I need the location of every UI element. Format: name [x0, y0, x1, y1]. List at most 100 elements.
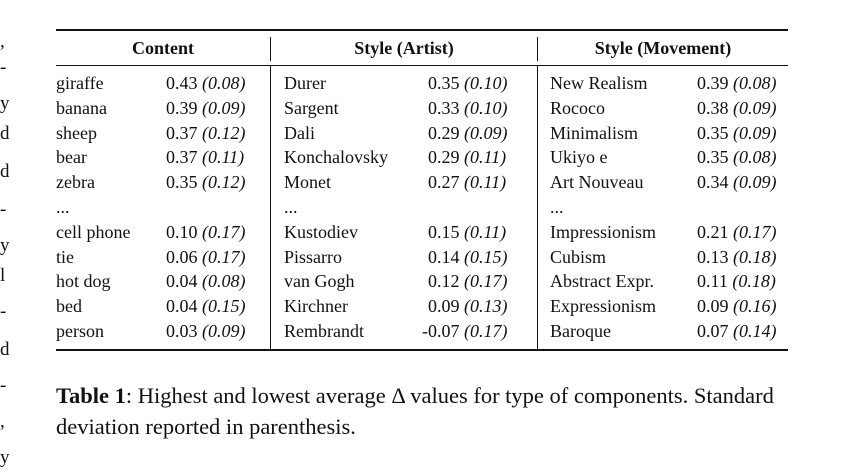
cell-name: Konchalovsky [284, 147, 388, 168]
cell-value: 0.35 (0.08) [697, 146, 777, 168]
cell-value: 0.38 (0.09) [697, 97, 777, 119]
value-number: 0.09 [697, 296, 729, 317]
margin-fragment: d [0, 123, 10, 144]
header-style-artist: Style (Artist) [354, 38, 454, 58]
cell-value: 0.10 (0.17) [166, 221, 246, 243]
value-stddev: (0.09) [733, 97, 777, 118]
cell-value: 0.21 (0.17) [697, 221, 777, 243]
cell-value: 0.15 (0.11) [428, 221, 506, 243]
cell-value: 0.33 (0.10) [428, 97, 508, 119]
value-number: 0.13 [697, 246, 729, 267]
cell-value: 0.14 (0.15) [428, 246, 508, 268]
cell-value: 0.29 (0.11) [428, 146, 506, 168]
cell-name: Abstract Expr. [550, 271, 654, 292]
cell-value: 0.39 (0.08) [697, 72, 777, 94]
value-number: 0.27 [428, 172, 460, 193]
column-separator [270, 66, 271, 349]
cell-name: Cubism [550, 246, 607, 267]
value-stddev: (0.16) [733, 296, 777, 317]
value-number: 0.29 [428, 122, 460, 143]
cell-name: Durer [284, 73, 326, 93]
cell-value: 0.09 (0.16) [697, 295, 777, 317]
table-bottom-rule [56, 349, 788, 351]
cell-name: Pissarro [284, 246, 342, 267]
cell-name: Ukiyo e [550, 147, 608, 168]
cell-name: Kirchner [284, 296, 348, 317]
cell-value: 0.43 (0.08) [166, 72, 246, 94]
cell-value: 0.07 (0.14) [697, 320, 777, 342]
value-stddev: (0.09) [202, 321, 246, 341]
cell-value: 0.37 (0.11) [166, 146, 244, 168]
cell-name: van Gogh [284, 271, 355, 292]
caption-label: Table 1 [56, 383, 126, 408]
margin-fragment: y [0, 93, 10, 114]
value-number: 0.43 [166, 73, 198, 93]
value-stddev: (0.08) [202, 271, 246, 292]
value-stddev: (0.08) [202, 73, 246, 93]
value-number: 0.37 [166, 122, 198, 143]
cell-value: 0.35 (0.10) [428, 72, 508, 94]
cell-name: Sargent [284, 97, 339, 118]
cell-value: 0.06 (0.17) [166, 246, 246, 268]
cell-value: 0.34 (0.09) [697, 171, 777, 193]
column-separator [270, 37, 271, 61]
caption-text: : Highest and lowest average Δ values fo… [56, 383, 774, 439]
value-stddev: (0.12) [202, 172, 246, 193]
cell-name: Baroque [550, 321, 611, 341]
margin-fragment: - [0, 301, 7, 322]
value-stddev: (0.13) [464, 296, 508, 317]
value-stddev: (0.11) [464, 221, 507, 242]
value-number: 0.33 [428, 97, 460, 118]
value-number: 0.10 [166, 221, 198, 242]
value-number: 0.29 [428, 147, 460, 168]
cell-name: sheep [56, 122, 97, 143]
cell-name: tie [56, 246, 74, 267]
cell-value: 0.37 (0.12) [166, 122, 246, 144]
margin-fragment: d [0, 339, 10, 360]
value-number: 0.35 [166, 172, 198, 193]
value-stddev: (0.14) [733, 321, 777, 341]
column-separator [537, 66, 538, 349]
table-header-rule [56, 65, 788, 66]
value-number: 0.38 [697, 97, 729, 118]
cell-name: Kustodiev [284, 221, 358, 242]
cell-name: hot dog [56, 271, 111, 292]
cell-name: ... [284, 197, 298, 217]
cell-name: bed [56, 296, 82, 317]
cell-value: 0.35 (0.09) [697, 122, 777, 144]
cell-name: Rembrandt [284, 321, 364, 341]
value-stddev: (0.12) [202, 122, 246, 143]
value-stddev: (0.17) [464, 271, 508, 292]
value-stddev: (0.08) [733, 147, 777, 168]
cell-name: giraffe [56, 73, 104, 93]
value-stddev: (0.17) [202, 221, 246, 242]
cell-name: Impressionism [550, 221, 656, 242]
value-stddev: (0.10) [464, 73, 508, 93]
value-stddev: (0.17) [733, 221, 777, 242]
header-content: Content [132, 38, 194, 58]
value-number: 0.37 [166, 147, 198, 168]
cell-name: ... [550, 197, 564, 217]
cell-name: Art Nouveau [550, 172, 644, 193]
margin-fragment: l [0, 265, 6, 286]
cell-name: ... [56, 197, 70, 217]
value-number: 0.35 [697, 122, 729, 143]
value-number: 0.15 [428, 221, 460, 242]
cell-name: Minimalism [550, 122, 639, 143]
value-stddev: (0.11) [202, 147, 245, 168]
value-number: 0.06 [166, 246, 198, 267]
cell-name: Monet [284, 172, 331, 193]
value-number: 0.35 [697, 147, 729, 168]
column-separator [537, 37, 538, 61]
value-stddev: (0.18) [733, 246, 777, 267]
value-stddev: (0.09) [202, 97, 246, 118]
value-stddev: (0.09) [733, 172, 777, 193]
value-number: 0.04 [166, 296, 198, 317]
value-number: 0.34 [697, 172, 729, 193]
value-stddev: (0.10) [464, 97, 508, 118]
cell-value: 0.35 (0.12) [166, 171, 246, 193]
cell-name: Rococo [550, 97, 605, 118]
margin-fragment: d [0, 161, 10, 182]
cell-value: 0.04 (0.15) [166, 295, 246, 317]
cell-name: person [56, 321, 104, 341]
